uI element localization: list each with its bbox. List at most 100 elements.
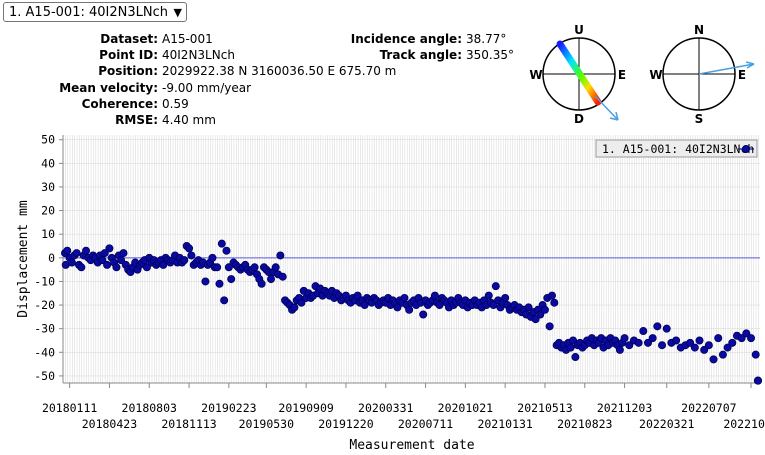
data-point[interactable]: [187, 251, 196, 260]
data-point[interactable]: [709, 355, 718, 364]
data-point[interactable]: [695, 336, 704, 345]
point-id-value: 40I2N3LNch: [162, 48, 235, 63]
data-point[interactable]: [700, 345, 709, 354]
data-point[interactable]: [63, 246, 72, 255]
y-tick-label: -10: [34, 274, 55, 288]
compass-label-east: E: [618, 68, 626, 82]
data-point[interactable]: [536, 310, 545, 319]
data-point[interactable]: [547, 291, 556, 300]
data-point[interactable]: [625, 341, 634, 350]
x-tick-label: 20220321: [639, 417, 694, 431]
data-point[interactable]: [435, 301, 444, 310]
rmse-label: RMSE:: [115, 113, 158, 128]
data-point[interactable]: [278, 272, 287, 281]
data-point[interactable]: [77, 263, 86, 272]
data-point[interactable]: [419, 310, 428, 319]
data-point[interactable]: [100, 249, 109, 258]
y-tick-label: 10: [41, 227, 55, 241]
horizontal-track-compass: N S W E: [649, 23, 755, 126]
data-point[interactable]: [180, 256, 189, 265]
data-point[interactable]: [220, 296, 229, 305]
data-point[interactable]: [72, 249, 81, 258]
data-point[interactable]: [714, 334, 723, 343]
data-point[interactable]: [545, 322, 554, 331]
data-point[interactable]: [119, 249, 128, 258]
data-point[interactable]: [112, 263, 121, 272]
data-point[interactable]: [217, 239, 226, 248]
data-point[interactable]: [117, 256, 126, 265]
data-point[interactable]: [566, 343, 575, 352]
data-point[interactable]: [484, 291, 493, 300]
data-point[interactable]: [267, 275, 276, 284]
data-point[interactable]: [653, 322, 662, 331]
data-point[interactable]: [615, 345, 624, 354]
data-point[interactable]: [728, 338, 737, 347]
data-point[interactable]: [142, 263, 151, 272]
data-point[interactable]: [491, 282, 500, 291]
data-point[interactable]: [501, 293, 510, 302]
data-point[interactable]: [571, 353, 580, 362]
data-point[interactable]: [489, 301, 498, 310]
data-point[interactable]: [159, 260, 168, 269]
data-point[interactable]: [360, 301, 369, 310]
x-tick-label: 20190909: [278, 401, 333, 415]
x-tick-label: 20211203: [597, 401, 652, 415]
coherence-label: Coherence:: [81, 96, 158, 111]
data-point[interactable]: [185, 244, 194, 253]
data-point[interactable]: [215, 279, 224, 288]
data-point[interactable]: [672, 336, 681, 345]
data-point[interactable]: [639, 327, 648, 336]
selector-value: 1. A15-001: 40I2N3LNch: [9, 5, 168, 20]
data-point[interactable]: [723, 343, 732, 352]
chart-legend[interactable]: 1. A15-001: 40I2N3LNch: [595, 139, 758, 158]
data-point[interactable]: [201, 277, 210, 286]
data-point[interactable]: [257, 279, 266, 288]
data-point[interactable]: [393, 303, 402, 312]
vertical-look-compass: U D W E: [529, 23, 626, 126]
data-point[interactable]: [227, 275, 236, 284]
data-point[interactable]: [400, 293, 409, 302]
data-point[interactable]: [98, 256, 107, 265]
data-point[interactable]: [751, 350, 760, 359]
data-point[interactable]: [634, 338, 643, 347]
data-point[interactable]: [222, 246, 231, 255]
data-point[interactable]: [405, 305, 414, 314]
data-point[interactable]: [540, 305, 549, 314]
data-point[interactable]: [620, 334, 629, 343]
data-point[interactable]: [747, 334, 756, 343]
data-point[interactable]: [276, 251, 285, 260]
data-point[interactable]: [531, 315, 540, 324]
data-point[interactable]: [643, 338, 652, 347]
y-tick-label: 20: [41, 204, 55, 218]
data-point[interactable]: [213, 263, 222, 272]
data-point[interactable]: [690, 343, 699, 352]
data-point[interactable]: [550, 298, 559, 307]
data-point[interactable]: [297, 298, 306, 307]
y-tick-label: -40: [34, 345, 55, 359]
data-point[interactable]: [430, 291, 439, 300]
data-point[interactable]: [737, 334, 746, 343]
data-point[interactable]: [67, 258, 76, 267]
data-point[interactable]: [648, 334, 657, 343]
data-point[interactable]: [353, 291, 362, 300]
data-point[interactable]: [718, 350, 727, 359]
data-point[interactable]: [224, 263, 233, 272]
data-point[interactable]: [754, 376, 763, 385]
data-point[interactable]: [290, 303, 299, 312]
data-point[interactable]: [662, 324, 671, 333]
data-point[interactable]: [742, 329, 751, 338]
data-point[interactable]: [103, 260, 112, 269]
data-point[interactable]: [271, 263, 280, 272]
data-point[interactable]: [524, 303, 533, 312]
data-point[interactable]: [569, 336, 578, 345]
data-point[interactable]: [250, 263, 259, 272]
data-point[interactable]: [208, 253, 217, 262]
data-point[interactable]: [704, 341, 713, 350]
y-axis-label: Displacement mm: [16, 200, 31, 318]
dataset-point-selector[interactable]: 1. A15-001: 40I2N3LNch ▼: [3, 2, 187, 22]
data-point[interactable]: [105, 244, 114, 253]
data-point[interactable]: [82, 246, 91, 255]
data-point[interactable]: [686, 338, 695, 347]
data-point[interactable]: [658, 341, 667, 350]
